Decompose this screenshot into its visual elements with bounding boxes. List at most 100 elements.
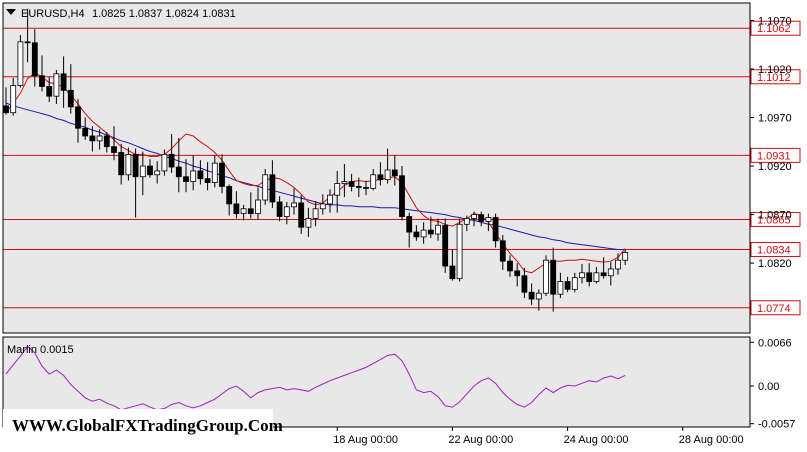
candle-body	[507, 260, 513, 272]
candle-body	[175, 166, 182, 178]
candle	[615, 253, 621, 275]
candle	[550, 247, 557, 312]
collapse-triangle-icon[interactable]	[6, 9, 16, 15]
candle-body	[197, 170, 204, 180]
candle	[103, 132, 110, 153]
candle-body	[478, 214, 485, 222]
candle	[269, 160, 276, 208]
candle	[348, 173, 355, 192]
candle	[319, 194, 326, 215]
candle-body	[103, 135, 110, 148]
candle-body	[413, 231, 420, 238]
candle	[111, 126, 117, 161]
candle	[132, 148, 139, 218]
indicator-axis-tick-label: 0.00	[758, 381, 779, 393]
candle	[154, 161, 161, 184]
candle-body	[118, 152, 125, 176]
candle	[125, 147, 132, 181]
price-tag-label: 1.0865	[757, 214, 791, 226]
price-tag-box	[750, 147, 801, 163]
candle-body	[586, 272, 593, 282]
candle-body	[622, 252, 629, 261]
time-axis-label: 28 Aug 00:00	[679, 434, 744, 446]
candle	[67, 64, 74, 114]
candle	[377, 162, 384, 186]
price-tag-box	[750, 300, 801, 316]
candle-body	[327, 194, 333, 205]
candle	[305, 207, 312, 237]
candle	[499, 234, 506, 270]
watermark-text: WWW.GlobalFXTradingGroup.Com	[12, 416, 283, 435]
candle-body	[154, 170, 161, 176]
marlin-line	[5, 345, 626, 411]
price-plot-area	[3, 3, 750, 333]
candle-body	[355, 186, 362, 188]
candle	[399, 166, 405, 221]
indicator-axis-tick-label: 0.0066	[758, 337, 792, 349]
candle	[118, 143, 125, 185]
candle	[341, 164, 348, 198]
candle	[607, 262, 614, 286]
indicator-axis-tick-label: -0.0057	[758, 419, 795, 431]
candle-body	[600, 272, 607, 277]
time-axis-label: 18 Aug 00:00	[333, 434, 398, 446]
candle-body	[391, 169, 398, 177]
candle	[262, 168, 269, 205]
candle-body	[363, 187, 369, 189]
candle-body	[46, 86, 53, 97]
candle-body	[125, 154, 132, 176]
candle	[24, 8, 31, 63]
candle-body	[305, 218, 312, 228]
candle-body	[291, 202, 297, 208]
candle	[427, 216, 434, 238]
candle	[291, 188, 297, 215]
candle-body	[449, 265, 456, 280]
candle	[521, 267, 528, 299]
candle-body	[456, 223, 463, 280]
candle	[435, 218, 441, 241]
candle-body	[435, 224, 441, 235]
candle-body	[334, 183, 341, 196]
price-tag-box	[750, 242, 801, 258]
candle-body	[550, 259, 557, 295]
candle-body	[132, 154, 139, 178]
watermark-box	[3, 409, 273, 439]
candle-body	[269, 174, 276, 203]
candle	[197, 160, 204, 185]
candle-body	[521, 275, 528, 293]
candle	[204, 162, 211, 191]
candle	[255, 187, 261, 220]
candle-body	[463, 218, 470, 225]
candle	[463, 215, 470, 232]
candle	[219, 154, 225, 194]
candle	[53, 69, 60, 104]
candle	[190, 155, 197, 191]
candle	[147, 159, 153, 178]
candle-body	[60, 73, 67, 91]
price-tag-label: 1.0834	[757, 245, 791, 257]
candle	[471, 211, 477, 227]
candle-body	[255, 199, 261, 215]
candle-body	[543, 259, 549, 294]
candle-body	[420, 229, 427, 238]
price-axis-tick-label: 1.1020	[758, 64, 792, 76]
candle-body	[276, 201, 283, 217]
price-axis-tick-label: 1.0920	[758, 161, 792, 173]
candle-body	[377, 174, 384, 181]
price-axis-tick-label: 1.0970	[758, 113, 792, 125]
candle	[161, 149, 168, 176]
candle	[31, 29, 38, 87]
candle	[75, 99, 81, 143]
time-axis-label: 24 Aug 00:00	[564, 434, 629, 446]
candle-body	[564, 281, 571, 290]
indicator-plot-border	[2, 336, 751, 428]
price-tag-box	[750, 211, 801, 227]
candle	[442, 218, 449, 273]
candle	[89, 126, 96, 152]
candle	[355, 177, 362, 198]
time-axis-label: 22 Aug 00:00	[448, 434, 513, 446]
candle	[370, 168, 377, 191]
candle	[139, 151, 146, 196]
candle	[60, 56, 67, 108]
candle-body	[557, 281, 564, 295]
